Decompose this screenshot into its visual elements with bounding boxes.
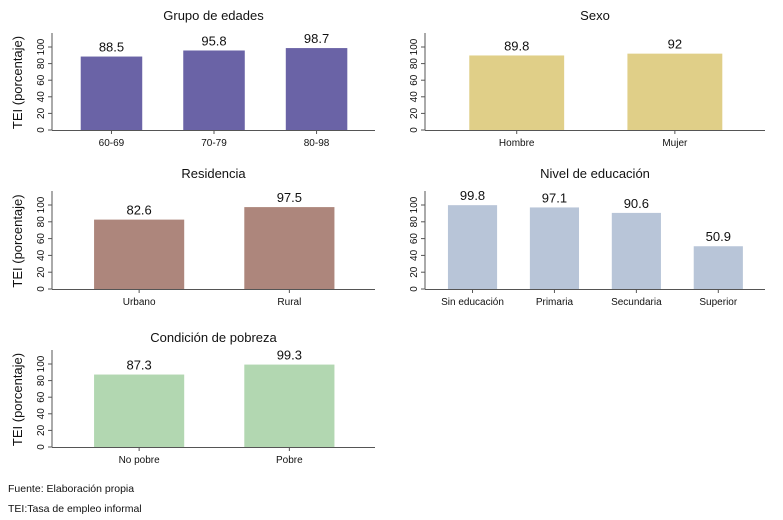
y-tick-label: 80 bbox=[36, 375, 47, 387]
y-tick-label: 80 bbox=[409, 58, 420, 70]
category-label: No pobre bbox=[119, 455, 161, 466]
category-label: Urbano bbox=[123, 297, 156, 308]
bar-secundaria bbox=[611, 212, 661, 289]
bar-sin-educaci-n bbox=[447, 205, 498, 289]
category-label: Rural bbox=[277, 297, 301, 308]
y-tick-label: 0 bbox=[409, 127, 420, 133]
y-axis-label: TEI (porcentaje) bbox=[10, 36, 25, 129]
y-tick-label: 20 bbox=[36, 107, 47, 119]
value-label: 98.7 bbox=[304, 31, 329, 46]
y-tick-label: 80 bbox=[36, 58, 47, 70]
bar-pobre bbox=[244, 364, 335, 447]
category-label: 70-79 bbox=[201, 138, 227, 149]
bar-80-98 bbox=[285, 48, 348, 131]
value-label: 90.6 bbox=[624, 196, 649, 211]
y-tick-label: 20 bbox=[36, 266, 47, 278]
value-label: 97.1 bbox=[542, 190, 567, 205]
y-tick-label: 0 bbox=[36, 286, 47, 292]
y-tick-label: 20 bbox=[36, 424, 47, 436]
abbrev-note: TEI:Tasa de empleo informal bbox=[8, 503, 142, 515]
value-label: 97.5 bbox=[277, 190, 302, 205]
y-tick-label: 40 bbox=[36, 408, 47, 420]
value-label: 92 bbox=[668, 37, 682, 52]
panel-title: Residencia bbox=[181, 166, 246, 181]
value-label: 99.8 bbox=[460, 188, 485, 203]
category-label: Primaria bbox=[536, 297, 574, 308]
y-tick-label: 80 bbox=[36, 216, 47, 228]
bar-superior bbox=[693, 246, 743, 289]
y-tick-label: 60 bbox=[36, 391, 47, 403]
category-label: 60-69 bbox=[99, 138, 125, 149]
category-label: Superior bbox=[699, 297, 737, 308]
y-tick-label: 40 bbox=[36, 249, 47, 261]
y-tick-label: 60 bbox=[409, 233, 420, 245]
bar-hombre bbox=[469, 55, 565, 130]
bar-urbano bbox=[94, 219, 185, 289]
bar-no-pobre bbox=[94, 374, 185, 447]
source-note: Fuente: Elaboración propia bbox=[8, 483, 135, 495]
y-tick-label: 40 bbox=[36, 91, 47, 103]
y-tick-label: 0 bbox=[409, 286, 420, 292]
value-label: 99.3 bbox=[277, 348, 302, 363]
y-tick-label: 100 bbox=[36, 196, 47, 213]
y-axis-label: TEI (porcentaje) bbox=[10, 194, 25, 287]
y-tick-label: 0 bbox=[36, 444, 47, 450]
y-tick-label: 0 bbox=[36, 127, 47, 133]
y-tick-label: 60 bbox=[36, 74, 47, 86]
category-label: Hombre bbox=[499, 138, 535, 149]
bar-primaria bbox=[529, 207, 580, 289]
y-tick-label: 20 bbox=[409, 266, 420, 278]
bar-mujer bbox=[627, 53, 723, 130]
bar-60-69 bbox=[80, 56, 143, 130]
value-label: 87.3 bbox=[126, 358, 151, 373]
panel-title: Nivel de educación bbox=[540, 166, 650, 181]
bar-70-79 bbox=[183, 50, 245, 130]
y-tick-label: 40 bbox=[409, 249, 420, 261]
y-tick-label: 80 bbox=[409, 216, 420, 228]
value-label: 82.6 bbox=[126, 203, 151, 218]
y-tick-label: 20 bbox=[409, 107, 420, 119]
panel-title: Grupo de edades bbox=[163, 8, 264, 23]
y-axis-label: TEI (porcentaje) bbox=[10, 353, 25, 446]
y-tick-label: 40 bbox=[409, 91, 420, 103]
y-tick-label: 100 bbox=[36, 355, 47, 372]
value-label: 88.5 bbox=[99, 40, 124, 55]
category-label: Mujer bbox=[662, 138, 688, 149]
y-tick-label: 100 bbox=[409, 38, 420, 55]
value-label: 50.9 bbox=[706, 229, 731, 244]
value-label: 95.8 bbox=[201, 33, 226, 48]
category-label: Secundaria bbox=[611, 297, 662, 308]
y-tick-label: 100 bbox=[409, 196, 420, 213]
bar-rural bbox=[244, 207, 335, 289]
value-label: 89.8 bbox=[504, 38, 529, 53]
panel-title: Sexo bbox=[580, 8, 610, 23]
category-label: Pobre bbox=[276, 455, 303, 466]
y-tick-label: 60 bbox=[36, 233, 47, 245]
y-tick-label: 60 bbox=[409, 74, 420, 86]
category-label: 80-98 bbox=[304, 138, 330, 149]
category-label: Sin educación bbox=[441, 297, 504, 308]
panel-title: Condición de pobreza bbox=[150, 330, 277, 345]
y-tick-label: 100 bbox=[36, 38, 47, 55]
